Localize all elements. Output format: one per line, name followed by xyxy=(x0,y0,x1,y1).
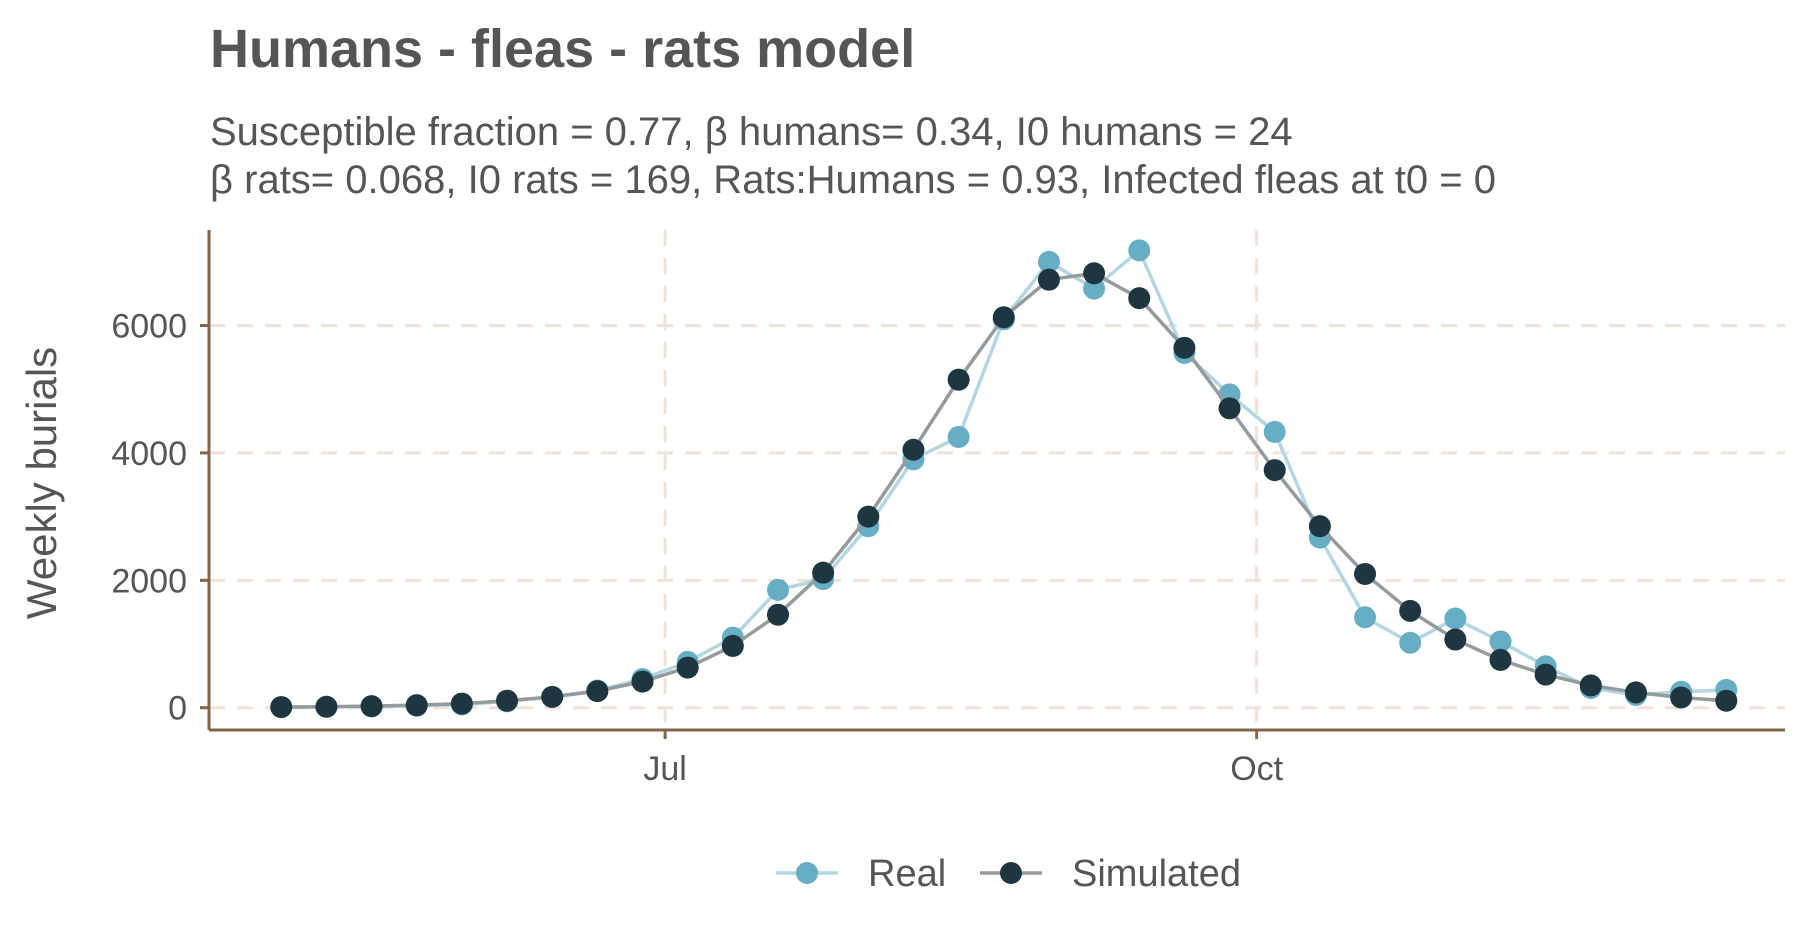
data-point-simulated xyxy=(360,695,383,718)
data-point-real xyxy=(1444,607,1467,630)
data-point-simulated xyxy=(270,696,293,719)
data-point-simulated xyxy=(1399,599,1422,622)
data-point-simulated xyxy=(676,656,699,679)
data-point-simulated xyxy=(902,438,925,461)
data-point-simulated xyxy=(1715,689,1738,712)
data-point-real xyxy=(766,578,789,601)
data-point-simulated xyxy=(541,685,564,708)
data-point-simulated xyxy=(450,692,473,715)
data-point-simulated xyxy=(1128,287,1151,310)
data-point-simulated xyxy=(315,695,338,718)
data-point-simulated xyxy=(992,306,1015,329)
data-point-simulated xyxy=(405,694,428,717)
data-point-simulated xyxy=(1444,628,1467,651)
data-point-simulated xyxy=(812,561,835,584)
axes xyxy=(200,230,1785,739)
legend-key-point-real xyxy=(796,862,818,884)
data-point-simulated xyxy=(1624,681,1647,704)
data-point-simulated xyxy=(1489,648,1512,671)
legend-key-point-simulated xyxy=(1000,862,1022,884)
x-tick-label: Oct xyxy=(1230,750,1283,788)
data-point-simulated xyxy=(1534,663,1557,686)
data-point-simulated xyxy=(1037,268,1060,291)
data-point-simulated xyxy=(1263,459,1286,482)
y-tick-label: 0 xyxy=(168,690,187,728)
legend: Real Simulated xyxy=(776,853,1241,895)
data-point-simulated xyxy=(1218,397,1241,420)
data-point-simulated xyxy=(496,689,519,712)
y-tick-label: 6000 xyxy=(111,308,187,346)
tick-labels: 0 2000 4000 6000 Jul Oct xyxy=(111,308,1283,788)
data-point-real xyxy=(947,426,970,449)
x-tick-label: Jul xyxy=(643,750,686,788)
data-point-simulated xyxy=(1670,686,1693,709)
data-point-simulated xyxy=(631,670,654,693)
y-tick-label: 2000 xyxy=(111,562,187,600)
data-point-real xyxy=(1399,631,1422,654)
data-point-real xyxy=(1489,630,1512,653)
data-point-real xyxy=(1263,420,1286,443)
data-point-simulated xyxy=(857,505,880,528)
data-point-simulated xyxy=(1579,674,1602,697)
data-point-simulated xyxy=(1308,515,1331,538)
legend-label-simulated: Simulated xyxy=(1072,853,1241,895)
data-point-simulated xyxy=(947,368,970,391)
data-point-real xyxy=(1354,606,1377,629)
data-point-simulated xyxy=(1173,336,1196,359)
grid-lines xyxy=(209,230,1785,730)
chart-title: Humans - fleas - rats model xyxy=(210,19,916,79)
series-simulated xyxy=(270,262,1738,719)
chart-subtitle-line-2: β rats= 0.068, I0 rats = 169, Rats:Human… xyxy=(210,158,1496,202)
y-axis-title: Weekly burials xyxy=(18,347,65,619)
y-tick-label: 4000 xyxy=(111,435,187,473)
legend-label-real: Real xyxy=(868,853,946,895)
data-point-real xyxy=(1128,239,1151,262)
data-point-simulated xyxy=(766,603,789,626)
data-point-real xyxy=(1037,250,1060,273)
series-layer xyxy=(270,239,1738,719)
data-point-simulated xyxy=(1354,562,1377,585)
chart-subtitle-line-1: Susceptible fraction = 0.77, β humans= 0… xyxy=(210,110,1293,154)
data-point-simulated xyxy=(721,634,744,657)
data-point-simulated xyxy=(586,680,609,703)
data-point-real xyxy=(1083,277,1106,300)
data-point-simulated xyxy=(1083,262,1106,285)
